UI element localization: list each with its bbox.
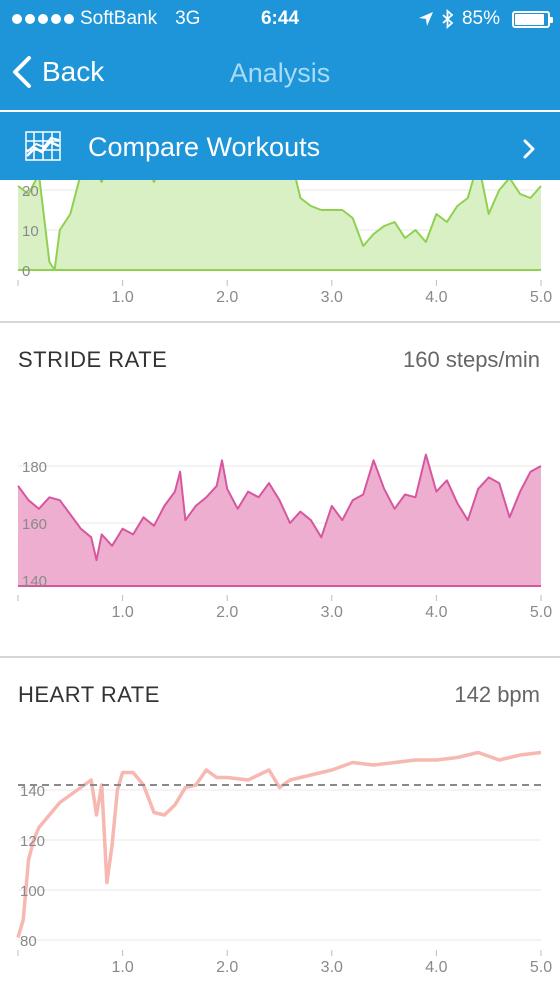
- stride-rate-value: 160 steps/min: [403, 347, 540, 372]
- y-tick-label: 140: [20, 783, 45, 800]
- x-tick-label: 3.0: [321, 959, 343, 976]
- series-line: [16, 750, 542, 938]
- pace-panel: 0 10 20 1.0 2.0 3.0 4.0 5.0: [0, 180, 560, 322]
- series-line: [17, 180, 542, 271]
- battery-fill: [515, 13, 544, 25]
- y-tick-label: 140: [22, 573, 47, 590]
- bluetooth-icon: [442, 9, 454, 29]
- pace-chart: 0 10 20 1.0 2.0 3.0 4.0 5.0: [17, 180, 552, 306]
- chart-grid-icon: [25, 131, 61, 161]
- analysis-content[interactable]: 0 10 20 1.0 2.0 3.0 4.0 5.0 STRIDE RATE 160 ste…: [0, 180, 560, 994]
- y-tick-label: 20: [22, 183, 39, 200]
- y-tick-label: 100: [20, 883, 45, 900]
- x-tick-label: 5.0: [530, 604, 552, 621]
- divider: [0, 656, 560, 658]
- back-label: Back: [42, 56, 105, 87]
- page-title: Analysis: [229, 58, 331, 88]
- network-type: 3G: [175, 8, 201, 29]
- y-tick-label: 180: [22, 459, 47, 476]
- heart-rate-value: 142 bpm: [454, 682, 540, 707]
- status-time: 6:44: [260, 8, 300, 29]
- y-tick-label: 120: [20, 833, 45, 850]
- location-arrow-icon: [418, 12, 433, 26]
- status-right: 85%: [418, 8, 553, 30]
- chevron-left-icon: [13, 56, 31, 88]
- x-tick-label: 2.0: [216, 959, 238, 976]
- battery-percent: 85%: [461, 8, 500, 29]
- y-tick-label: 80: [20, 933, 37, 950]
- stride-rate-panel: STRIDE RATE 160 steps/min 140 160 180 1.0 2.…: [0, 323, 560, 657]
- compare-workouts-button[interactable]: Compare Workouts: [0, 112, 560, 180]
- carrier-name: SoftBank: [80, 8, 158, 29]
- heart-rate-title: HEART RATE: [18, 682, 160, 707]
- y-tick-label: 0: [22, 263, 30, 280]
- x-tick-label: 4.0: [425, 959, 447, 976]
- x-tick-label: 2.0: [216, 289, 238, 306]
- y-tick-label: 160: [22, 516, 47, 533]
- status-left: SoftBank 3G: [12, 8, 200, 30]
- chevron-right-icon: [523, 139, 535, 159]
- signal-dots-icon: [12, 14, 74, 24]
- y-tick-label: 10: [22, 223, 39, 240]
- nav-bar: Back Analysis: [0, 40, 560, 110]
- compare-workouts-label: Compare Workouts: [88, 132, 321, 162]
- series-area: [18, 454, 541, 586]
- back-button[interactable]: Back: [12, 55, 104, 89]
- series-line: [17, 453, 542, 562]
- x-tick-label: 1.0: [111, 959, 133, 976]
- series-area: [18, 180, 541, 270]
- x-tick-label: 4.0: [425, 289, 447, 306]
- x-tick-label: 2.0: [216, 604, 238, 621]
- stride-rate-title: STRIDE RATE: [18, 347, 168, 372]
- battery-icon: [512, 10, 553, 28]
- x-tick-label: 5.0: [530, 289, 552, 306]
- status-bar: SoftBank 3G 6:44 85%: [0, 0, 560, 40]
- heart-rate-panel: HEART RATE 142 bpm 80 100 120 140 1.0 2.0 3.0 4…: [0, 658, 560, 994]
- divider: [0, 321, 560, 323]
- x-tick-label: 1.0: [111, 289, 133, 306]
- stride-rate-chart: 140 160 180 1.0 2.0 3.0 4.0 5.0: [17, 453, 552, 621]
- x-tick-label: 3.0: [321, 289, 343, 306]
- x-tick-label: 3.0: [321, 604, 343, 621]
- x-tick-label: 5.0: [530, 959, 552, 976]
- x-tick-label: 1.0: [111, 604, 133, 621]
- x-tick-label: 4.0: [425, 604, 447, 621]
- heart-rate-chart: 80 100 120 140 1.0 2.0 3.0 4.0 5.0: [16, 750, 552, 976]
